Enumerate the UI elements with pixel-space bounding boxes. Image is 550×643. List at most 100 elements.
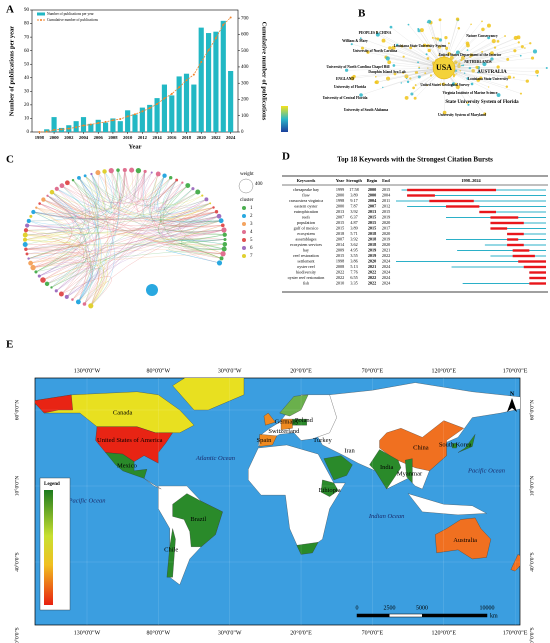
x-tick-label: 2018 bbox=[182, 135, 192, 140]
keyword-node bbox=[30, 264, 36, 271]
bar bbox=[139, 107, 145, 132]
node bbox=[454, 82, 458, 86]
keyword-node bbox=[22, 237, 28, 242]
cluster-label: 6 bbox=[250, 246, 253, 251]
node bbox=[407, 23, 410, 26]
y2-tick-label: 300 bbox=[241, 81, 249, 86]
table-cell: 2015 bbox=[368, 225, 376, 230]
link bbox=[24, 225, 223, 247]
link bbox=[24, 239, 70, 244]
point bbox=[207, 49, 210, 52]
country bbox=[435, 517, 492, 560]
table-cell: 7.76 bbox=[350, 269, 357, 274]
keyword-node bbox=[82, 302, 87, 306]
burst-bar bbox=[523, 265, 546, 269]
keyword-node bbox=[59, 183, 65, 189]
node bbox=[489, 78, 492, 81]
x-tick-label: 2010 bbox=[123, 135, 133, 140]
keyword-node bbox=[191, 187, 195, 191]
edge bbox=[354, 67, 445, 77]
node bbox=[457, 64, 461, 68]
country-label: Mexico bbox=[117, 463, 137, 470]
node bbox=[374, 80, 379, 85]
column-header: 1998–2024 bbox=[461, 178, 481, 183]
table-cell: 2020 bbox=[382, 231, 390, 236]
node bbox=[376, 31, 378, 33]
link bbox=[140, 171, 177, 202]
y-tick-label: 20 bbox=[24, 103, 30, 108]
node bbox=[487, 36, 491, 40]
institution-label: University of Central Florida bbox=[323, 96, 368, 100]
keyword-node bbox=[71, 298, 74, 301]
y-tick-label: 80 bbox=[24, 22, 30, 27]
table-cell: 3.86 bbox=[350, 258, 357, 263]
node bbox=[350, 43, 353, 46]
point bbox=[141, 110, 144, 113]
point bbox=[126, 115, 129, 118]
ocean-label: Indian Ocean bbox=[368, 513, 405, 520]
institution-label: Louisiana State University bbox=[468, 77, 509, 81]
node bbox=[375, 32, 380, 37]
node bbox=[429, 74, 433, 77]
keyword-node bbox=[219, 256, 224, 261]
node bbox=[413, 96, 417, 100]
keyword-node bbox=[122, 167, 127, 173]
link bbox=[66, 177, 171, 298]
institution-label: Nature Conservancy bbox=[466, 34, 498, 38]
lat-label: 40°0'0"S bbox=[13, 552, 20, 572]
column-header: Strength bbox=[346, 178, 363, 183]
link bbox=[24, 233, 222, 259]
link bbox=[78, 177, 101, 306]
column-header: Year bbox=[336, 178, 345, 183]
y-tick-label: 90 bbox=[24, 8, 30, 13]
edge bbox=[367, 52, 445, 69]
table-cell: crassostrea virginica bbox=[289, 198, 323, 203]
y-tick-label: 50 bbox=[24, 62, 30, 67]
node bbox=[417, 61, 419, 64]
keyword-node bbox=[31, 209, 36, 215]
bar bbox=[102, 122, 109, 132]
x-tick-label: 1998 bbox=[35, 135, 45, 140]
land bbox=[35, 378, 520, 586]
node bbox=[466, 101, 469, 104]
keyword-node bbox=[223, 237, 227, 242]
table-cell: 3.62 bbox=[350, 242, 357, 247]
node bbox=[513, 49, 517, 53]
keyword-node bbox=[41, 197, 46, 202]
x-tick-label: 2020 bbox=[197, 135, 207, 140]
table-cell: 2010 bbox=[336, 280, 344, 285]
bar bbox=[220, 20, 226, 132]
cluster-label: 4 bbox=[250, 230, 253, 235]
bar bbox=[44, 129, 50, 132]
node bbox=[414, 84, 417, 86]
burst-bar bbox=[407, 194, 435, 197]
keyword-node bbox=[88, 303, 94, 309]
node bbox=[395, 43, 399, 47]
keyword-node bbox=[75, 299, 81, 305]
bar bbox=[161, 84, 168, 132]
node bbox=[417, 27, 420, 31]
table-cell: 1998 bbox=[336, 198, 344, 203]
country bbox=[292, 418, 307, 426]
country-label: Switzerland bbox=[268, 428, 300, 435]
country-label: Chile bbox=[164, 546, 178, 553]
x-axis-title: Year bbox=[129, 143, 142, 150]
node bbox=[439, 83, 442, 85]
node bbox=[406, 77, 408, 80]
node bbox=[462, 64, 465, 67]
link bbox=[51, 192, 214, 227]
point bbox=[97, 122, 100, 125]
node bbox=[452, 54, 455, 56]
link bbox=[72, 180, 225, 235]
node bbox=[513, 35, 518, 41]
table-cell: 4.87 bbox=[350, 220, 357, 225]
color-scale bbox=[281, 106, 288, 132]
node bbox=[402, 55, 405, 58]
link bbox=[84, 220, 222, 305]
edge bbox=[443, 67, 528, 82]
x-tick-label: 2022 bbox=[211, 135, 221, 140]
lon-label: 20°0'0"E bbox=[290, 629, 312, 636]
point bbox=[192, 73, 195, 76]
institution-label: State University System of Florida bbox=[445, 100, 519, 105]
link bbox=[66, 240, 225, 297]
